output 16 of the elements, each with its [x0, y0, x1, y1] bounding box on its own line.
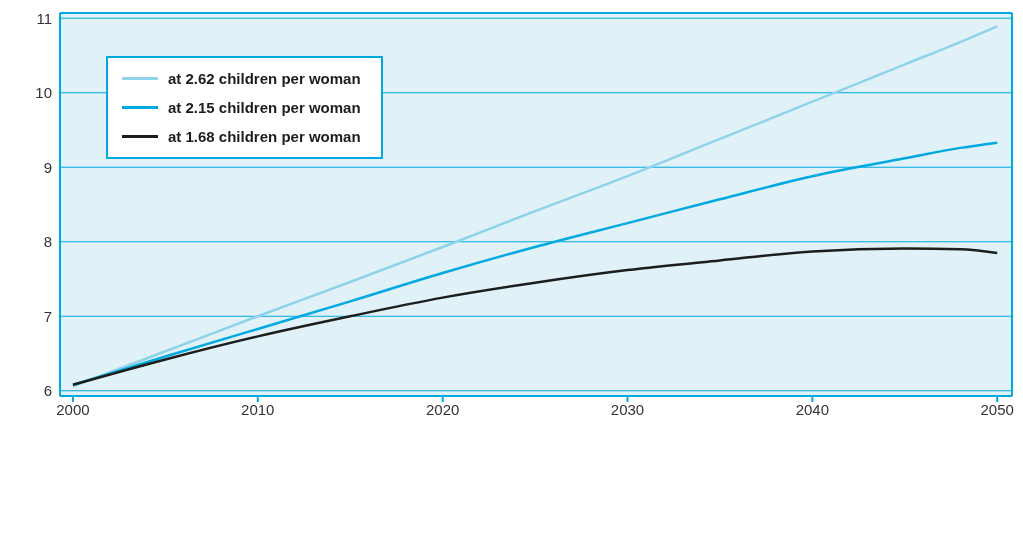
- legend-label: at 1.68 children per woman: [168, 128, 361, 145]
- y-tick-label: 9: [43, 158, 52, 176]
- x-tick-label: 2030: [610, 400, 645, 418]
- x-tick-label: 2000: [56, 400, 90, 418]
- x-tick-label: 2010: [241, 400, 275, 418]
- line-series: [71, 247, 999, 387]
- y-tick-label: 11: [36, 9, 52, 27]
- x-tick-label: 2020: [425, 400, 460, 418]
- x-tick-label: 2040: [795, 400, 830, 418]
- y-tick-label: 8: [43, 233, 52, 251]
- legend-label: at 2.62 children per woman: [168, 70, 361, 87]
- y-tick-label: 6: [43, 382, 52, 400]
- legend-label: at 2.15 children per woman: [168, 99, 361, 116]
- y-tick-label: 7: [43, 307, 52, 325]
- x-tick-label: 2050: [980, 400, 1014, 418]
- y-tick-label: 10: [35, 84, 52, 102]
